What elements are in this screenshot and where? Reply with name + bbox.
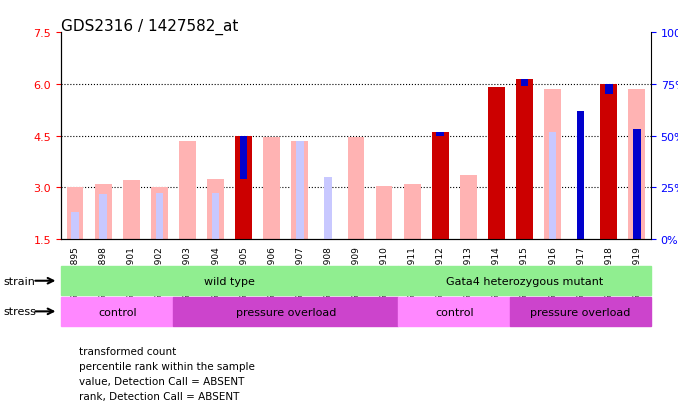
Text: control: control [98, 307, 136, 317]
Bar [212, 193, 219, 240]
Bar [348, 138, 364, 240]
Bar [235, 136, 252, 240]
Bar [123, 181, 140, 240]
Bar [100, 195, 107, 240]
Text: wild type: wild type [204, 276, 255, 286]
Bar [577, 112, 584, 240]
Bar [403, 185, 420, 240]
Bar [605, 85, 612, 95]
Text: pressure overload: pressure overload [235, 307, 336, 317]
Bar [296, 142, 304, 240]
Bar [633, 129, 641, 240]
Text: stress: stress [3, 306, 36, 316]
Bar [66, 188, 83, 240]
Bar [151, 188, 167, 240]
Bar [544, 90, 561, 240]
Bar [521, 79, 528, 86]
Bar [432, 133, 449, 240]
Bar [179, 142, 196, 240]
Bar [398, 297, 511, 326]
Bar [629, 90, 645, 240]
Bar [376, 186, 393, 240]
Bar [71, 212, 79, 240]
Bar [511, 297, 651, 326]
Bar [516, 79, 533, 240]
Bar [95, 185, 112, 240]
Bar [437, 188, 444, 240]
Text: control: control [435, 307, 473, 317]
Bar [61, 297, 174, 326]
Bar [549, 133, 557, 240]
Text: percentile rank within the sample: percentile rank within the sample [79, 361, 255, 371]
Text: strain: strain [3, 276, 35, 286]
Text: pressure overload: pressure overload [530, 307, 631, 317]
Bar [263, 138, 280, 240]
Bar [240, 136, 247, 179]
Bar [155, 193, 163, 240]
Bar [61, 266, 398, 295]
Text: Gata4 heterozygous mutant: Gata4 heterozygous mutant [446, 276, 603, 286]
Bar [460, 176, 477, 240]
Bar [174, 297, 398, 326]
Bar [207, 179, 224, 240]
Text: value, Detection Call = ABSENT: value, Detection Call = ABSENT [79, 376, 245, 386]
Text: GDS2316 / 1427582_at: GDS2316 / 1427582_at [61, 19, 239, 35]
Bar [600, 85, 617, 240]
Bar [488, 88, 505, 240]
Text: rank, Detection Call = ABSENT: rank, Detection Call = ABSENT [79, 391, 240, 401]
Bar [324, 178, 332, 240]
Bar [398, 266, 651, 295]
Text: transformed count: transformed count [79, 347, 176, 356]
Bar [292, 142, 308, 240]
Bar [437, 133, 444, 136]
